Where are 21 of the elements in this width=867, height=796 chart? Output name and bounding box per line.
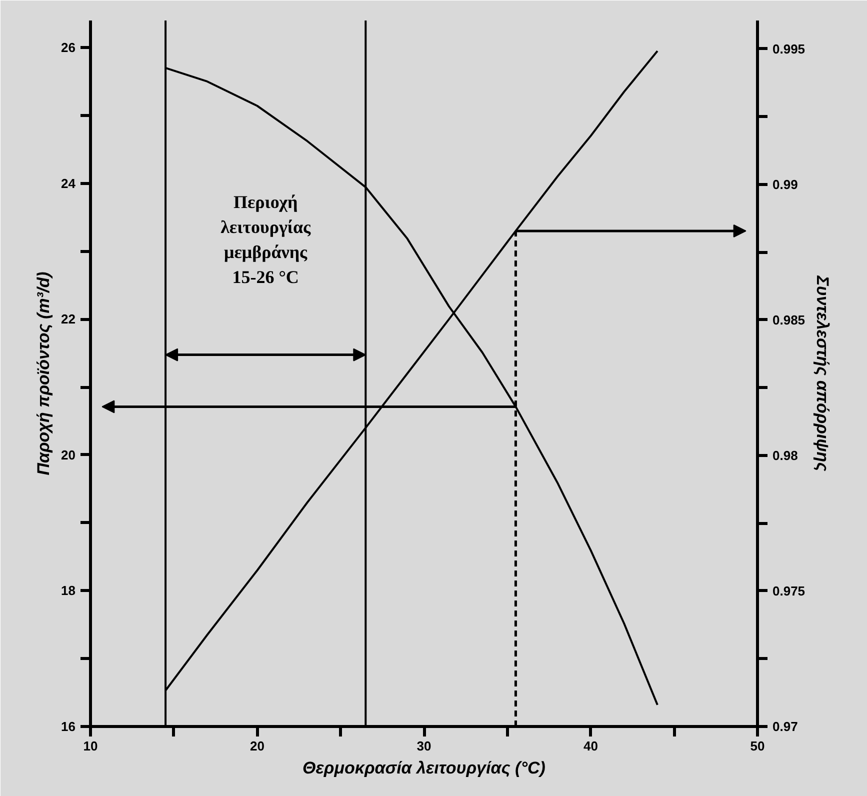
y2-tick-label: 0.985: [772, 312, 806, 328]
y-tick-label: 26: [61, 40, 76, 56]
y-tick-label: 22: [61, 312, 76, 327]
y2-tick-label: 0.99: [772, 176, 798, 192]
x-tick-label: 10: [83, 738, 98, 754]
x-tick-label: 30: [416, 738, 432, 754]
x-tick-label: 20: [250, 738, 264, 754]
y2-tick-label: 0.98: [772, 448, 798, 463]
x-tick-label: 50: [750, 738, 765, 754]
y-tick-label: 16: [61, 719, 76, 734]
y2-tick-label: 0.995: [772, 41, 806, 56]
y2-tick-label: 0.97: [772, 719, 798, 734]
annotation: Περιοχή λειτουργίας μεμβράνης 15-26 °C: [220, 192, 312, 287]
y-tick-label: 18: [61, 583, 76, 598]
y2-axis-title: Συντελεστής απόρριψης: [813, 274, 832, 472]
x-tick-label: 40: [584, 738, 598, 754]
x-axis-title: Θερμοκρασία λειτουργίας (°C): [302, 758, 546, 778]
y2-tick-label: 0.975: [772, 583, 806, 598]
y-tick-label: 24: [61, 176, 76, 191]
y-axis-title: Παροχή προϊόντος (m³/d): [34, 271, 54, 476]
y-tick-label: 20: [61, 447, 76, 462]
